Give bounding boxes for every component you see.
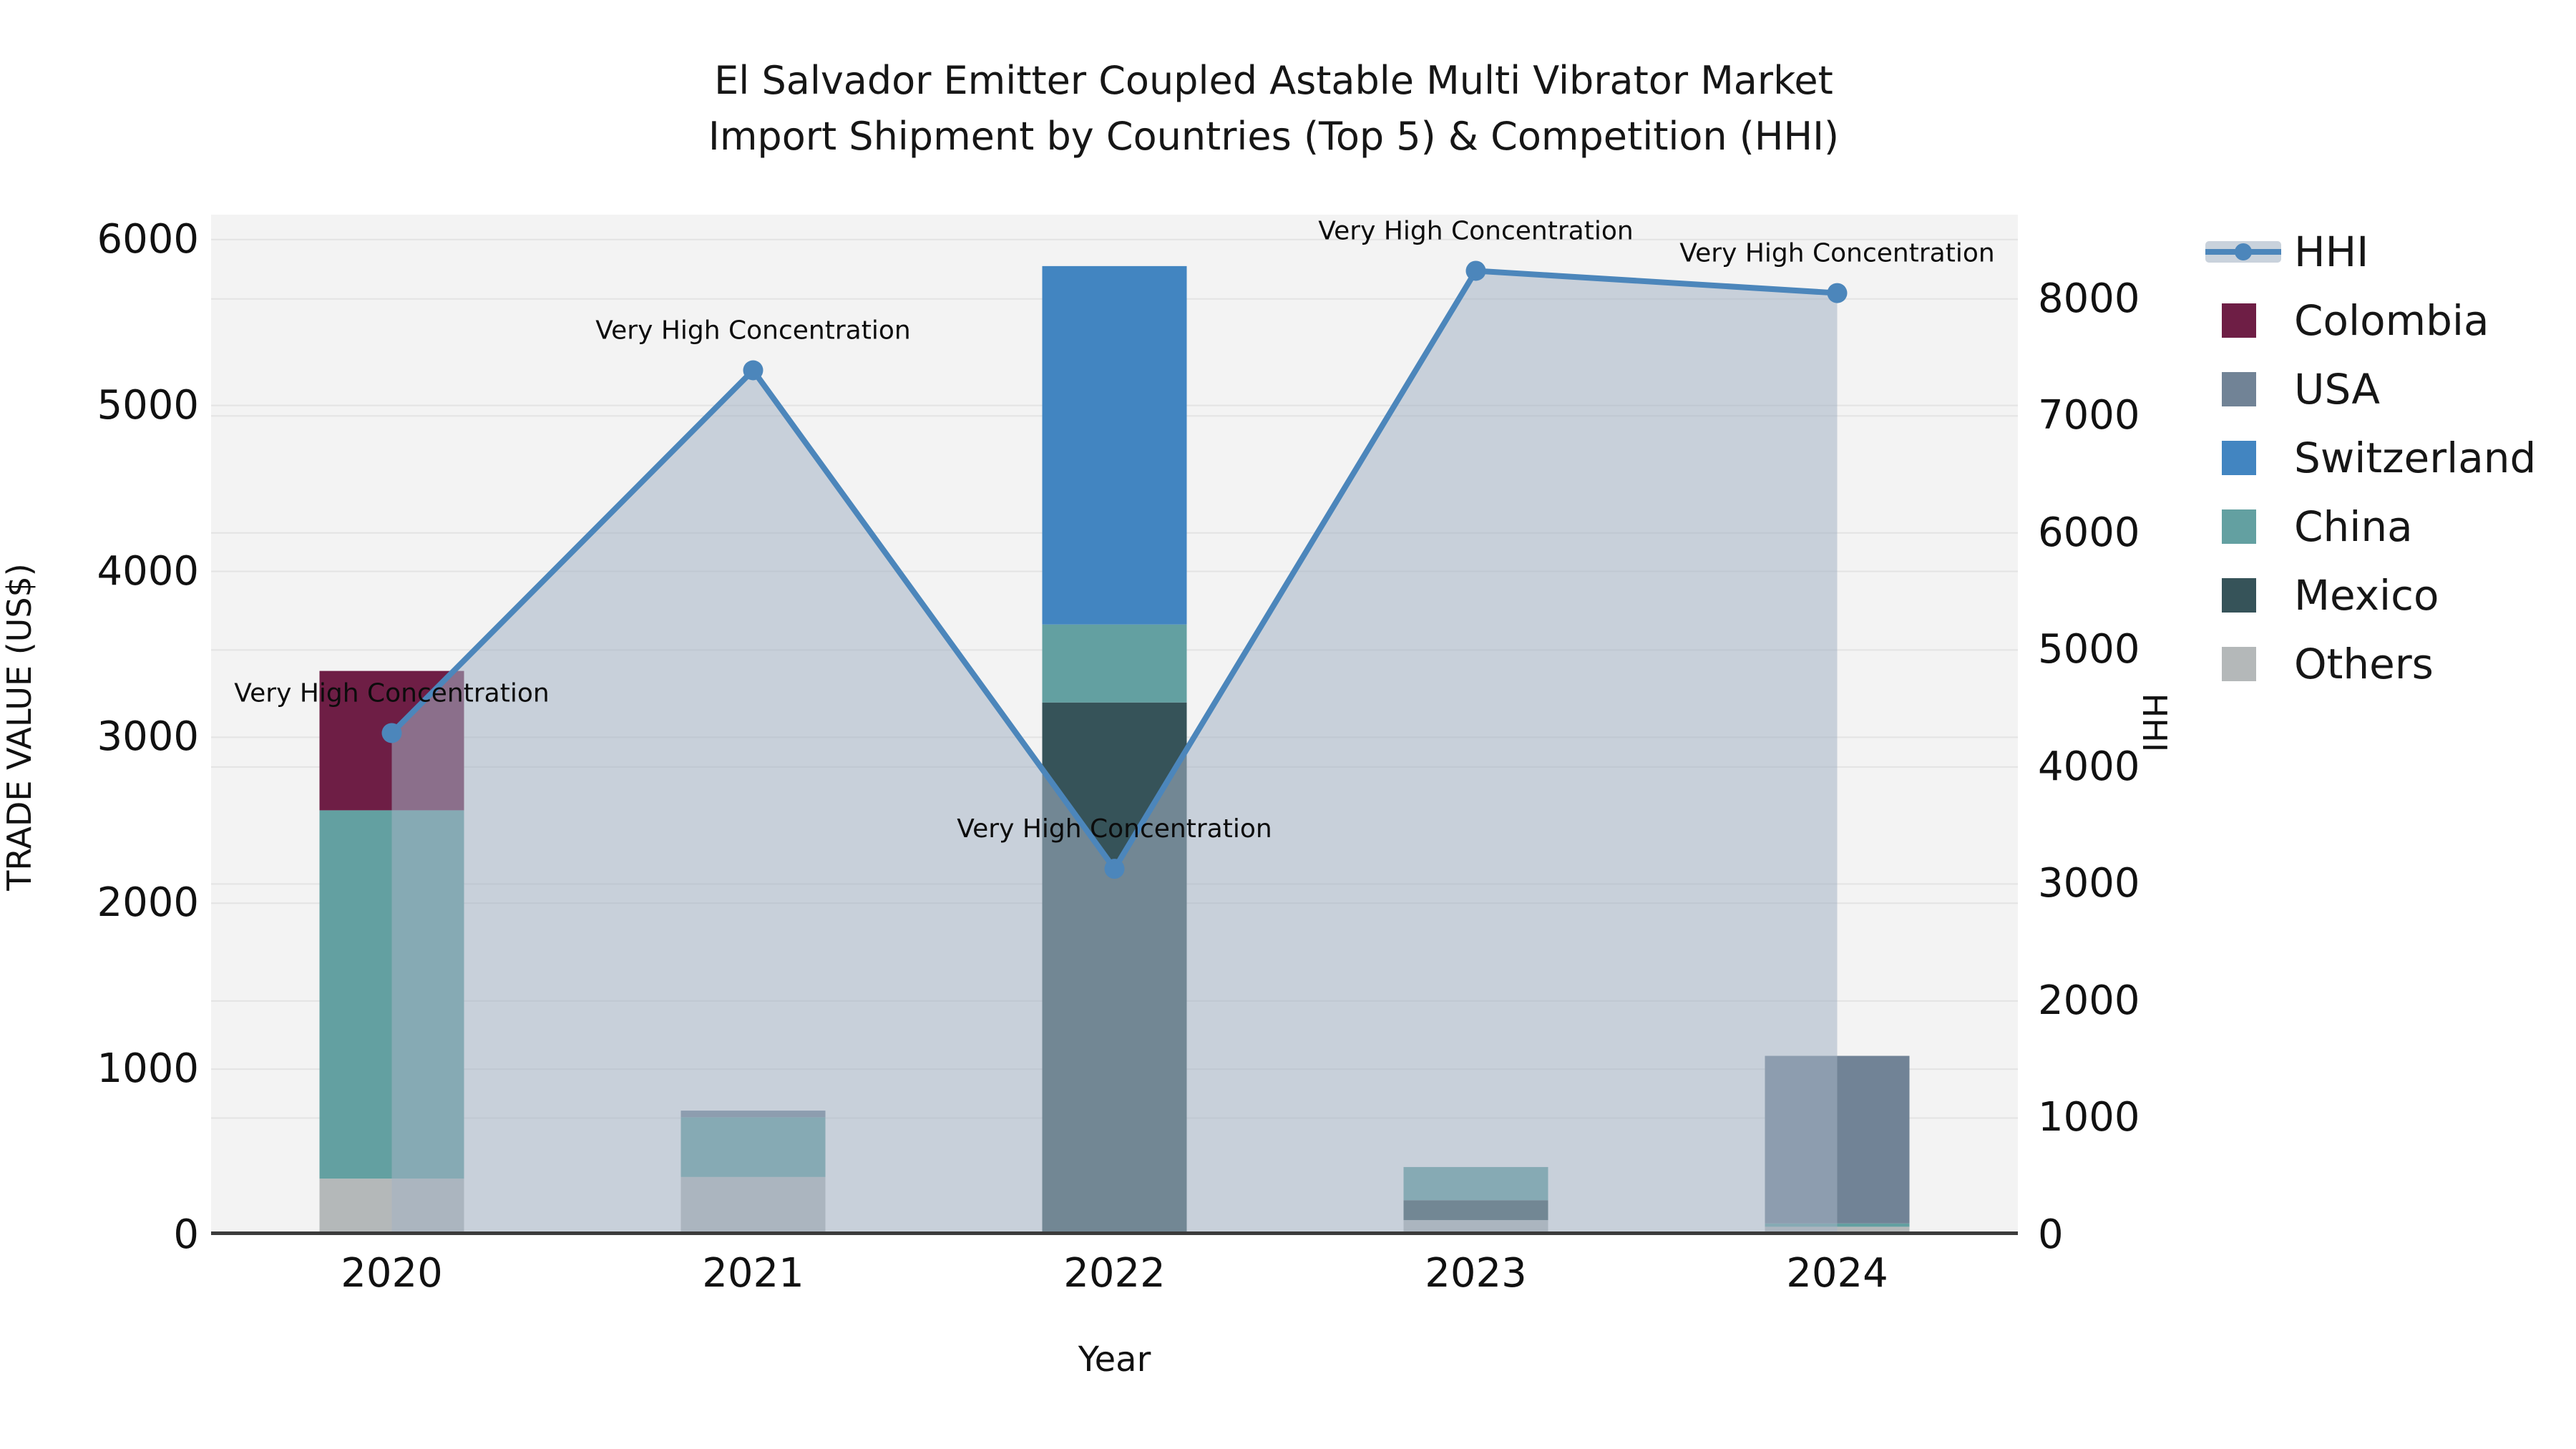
legend-label-switzerland: Switzerland	[2294, 434, 2537, 482]
annotation-2024: Very High Concentration	[1679, 239, 1994, 268]
annotation-2020: Very High Concentration	[234, 678, 549, 708]
legend-swatch-icon	[2205, 435, 2281, 481]
legend-item-china: China	[2205, 502, 2536, 551]
hhi-marker-2022	[1104, 859, 1125, 879]
legend-item-colombia: Colombia	[2205, 296, 2536, 345]
hhi-marker-2020	[381, 723, 402, 743]
legend-label-mexico: Mexico	[2294, 571, 2439, 620]
y-right-tick-6000: 6000	[2038, 509, 2140, 556]
legend-swatch-icon	[2205, 504, 2281, 550]
hhi-marker-2021	[743, 360, 763, 381]
hhi-marker-2024	[1827, 283, 1848, 303]
legend-swatch-icon	[2205, 641, 2281, 687]
hhi-area-fill	[391, 270, 1838, 1235]
x-tick-2022: 2022	[1063, 1250, 1166, 1297]
annotation-2022: Very High Concentration	[957, 814, 1272, 844]
chart-title-line2: Import Shipment by Countries (Top 5) & C…	[708, 114, 1840, 159]
y-right-tick-1000: 1000	[2038, 1094, 2140, 1141]
hhi-marker-2023	[1465, 260, 1486, 281]
x-tick-2021: 2021	[702, 1250, 804, 1297]
y-right-tick-2000: 2000	[2038, 977, 2140, 1024]
chart-title-line1: El Salvador Emitter Coupled Astable Mult…	[714, 58, 1833, 103]
legend-label-hhi: HHI	[2294, 228, 2369, 276]
y-left-tick-5000: 5000	[97, 381, 199, 429]
y-right-axis-title: HHI	[2135, 693, 2174, 753]
legend-item-hhi: HHI	[2205, 228, 2536, 276]
legend-swatch-icon	[2205, 298, 2281, 343]
x-tick-2023: 2023	[1425, 1250, 1527, 1297]
annotation-2023: Very High Concentration	[1318, 216, 1633, 245]
legend-item-usa: USA	[2205, 365, 2536, 414]
legend-label-colombia: Colombia	[2294, 296, 2489, 345]
legend-color-square-icon	[2222, 372, 2256, 406]
y-right-tick-5000: 5000	[2038, 626, 2140, 673]
y-right-tick-3000: 3000	[2038, 860, 2140, 907]
y-right-tick-7000: 7000	[2038, 392, 2140, 439]
legend-color-square-icon	[2222, 578, 2256, 613]
legend: HHI Colombia USA Switzerland China Mexico Othe…	[2205, 228, 2537, 688]
x-axis-spine	[211, 1231, 2018, 1235]
legend-swatch-icon	[2205, 366, 2281, 412]
legend-label-others: Others	[2294, 640, 2434, 688]
x-axis-title: Year	[1078, 1340, 1151, 1380]
legend-label-china: China	[2294, 502, 2413, 551]
plot-area: Very High Concentration Very High Concent…	[211, 215, 2018, 1235]
y-left-tick-4000: 4000	[97, 547, 199, 595]
legend-marker-dot-icon	[2235, 243, 2252, 260]
y-right-tick-8000: 8000	[2038, 275, 2140, 322]
legend-item-mexico: Mexico	[2205, 571, 2536, 620]
legend-color-square-icon	[2222, 647, 2256, 681]
legend-item-others: Others	[2205, 640, 2536, 688]
y-left-tick-3000: 3000	[97, 713, 199, 761]
y-left-tick-2000: 2000	[97, 879, 199, 927]
legend-color-square-icon	[2222, 303, 2256, 338]
legend-line-marker-icon	[2205, 229, 2281, 275]
bar-segment-switzerland-2022	[1042, 265, 1187, 625]
y-left-tick-6000: 6000	[97, 215, 199, 263]
y-right-tick-4000: 4000	[2038, 743, 2140, 790]
y-left-tick-0: 0	[173, 1211, 199, 1258]
legend-item-switzerland: Switzerland	[2205, 434, 2537, 482]
y-right-tick-0: 0	[2038, 1211, 2064, 1258]
legend-swatch-icon	[2205, 572, 2281, 618]
x-tick-2024: 2024	[1786, 1250, 1888, 1297]
bar-segment-china-2022	[1042, 624, 1187, 703]
x-tick-2020: 2020	[341, 1250, 443, 1297]
chart-title: El Salvador Emitter Coupled Astable Mult…	[429, 53, 2118, 165]
legend-color-square-icon	[2222, 509, 2256, 544]
annotation-2021: Very High Concentration	[595, 316, 910, 345]
legend-color-square-icon	[2222, 441, 2256, 475]
legend-label-usa: USA	[2294, 365, 2381, 414]
y-left-tick-1000: 1000	[97, 1045, 199, 1093]
